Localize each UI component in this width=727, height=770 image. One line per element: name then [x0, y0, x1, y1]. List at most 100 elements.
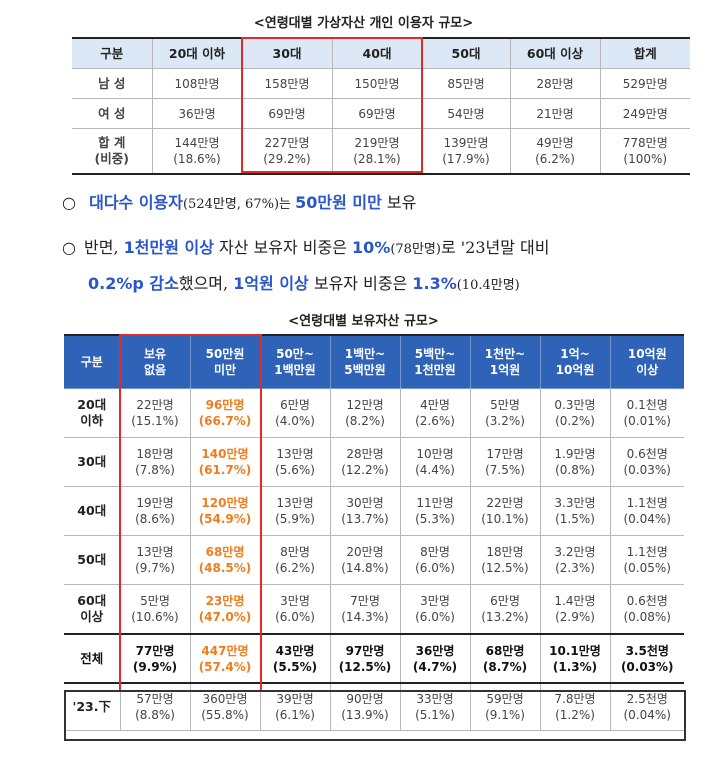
table-cell: 57만명 (8.8%)	[119, 682, 191, 731]
table-cell: 11만명 (5.3%)	[399, 486, 471, 536]
table2-header-cell: 50만~ 1백만원	[259, 334, 331, 389]
table-cell: 227만명 (29.2%)	[241, 128, 333, 175]
table2-title: <연령대별 보유자산 규모>	[288, 314, 439, 329]
table-row-total: 전체 77만명 (9.9%) 447만명 (57.4%) 43만명 (5.5%) 97만명 (1…	[64, 633, 684, 684]
table-cell: 17만명 (7.5%)	[469, 437, 541, 487]
table1-title: <연령대별 가상자산 개인 이용자 규모>	[253, 16, 474, 31]
table-cell: 69만명	[331, 98, 423, 129]
table-cell: 3만명 (6.0%)	[399, 584, 471, 635]
table2-header-cell: 1억~ 10억원	[539, 334, 611, 389]
table-cell: 140만명 (61.7%)	[189, 437, 261, 487]
table-cell: 8만명 (6.2%)	[259, 535, 331, 585]
row-label: 60대 이상	[64, 584, 121, 635]
table2-header-cell: 50만원 미만	[189, 334, 261, 389]
table-cell: 22만명 (10.1%)	[469, 486, 541, 536]
table-cell: 69만명	[241, 98, 333, 129]
table-row: 30대 18만명 (7.8%) 140만명 (61.7%) 13만명 (5.6%) 28만명(…	[64, 437, 684, 487]
table-cell: 36만명 (4.7%)	[399, 633, 471, 684]
row-label-male: 남 성	[72, 68, 153, 99]
table-cell: 97만명 (12.5%)	[329, 633, 401, 684]
table-cell: 10만명 (4.4%)	[399, 437, 471, 487]
header-total: 합계	[599, 37, 690, 69]
row-label-female: 여 성	[72, 98, 153, 129]
table-cell: 68만명 (48.5%)	[189, 535, 261, 585]
header-category: 구분	[72, 37, 153, 69]
table-cell: 43만명 (5.5%)	[259, 633, 331, 684]
table-cell: 0.1천명 (0.01%)	[609, 388, 684, 438]
table-row-prev-period: '23.下 57만명 (8.8%) 360만명 (55.8%) 39만명 (6.1%) 90만…	[64, 682, 684, 731]
table-row: 50대 13만명 (9.7%) 68만명 (48.5%) 8만명 (6.2%) 20만명 (14…	[64, 535, 684, 585]
table-cell: 33만명 (5.1%)	[399, 682, 471, 731]
table-cell: 219만명 (28.1%)	[331, 128, 423, 175]
row-label: 50대	[64, 535, 121, 585]
table-cell: 10.1만명 (1.3%)	[539, 633, 611, 684]
table-row: 남 성 108만명 158만명 150만명 85만명 28만명 529만명	[72, 68, 690, 99]
table2-header-cell: 1천만~ 1억원	[469, 334, 541, 389]
table-cell: 7.8만명 (1.2%)	[539, 682, 611, 731]
table-cell: 21만명	[509, 98, 601, 129]
header-20s: 20대 이하	[151, 37, 243, 69]
table-cell: 139만명 (17.9%)	[421, 128, 511, 175]
table-cell: 28만명	[509, 68, 601, 99]
header-30s: 30대	[241, 37, 333, 69]
table-cell: 150만명	[331, 68, 423, 99]
table-cell: 39만명 (6.1%)	[259, 682, 331, 731]
table-cell: 7만명 (14.3%)	[329, 584, 401, 635]
table-cell: 20만명 (14.8%)	[329, 535, 401, 585]
table-row: 40대 19만명 (8.6%) 120만명 (54.9%) 13만명 (5.9%) 30만명(…	[64, 486, 684, 536]
table-cell: 778만명 (100%)	[599, 128, 690, 175]
table-cell: 49만명 (6.2%)	[509, 128, 601, 175]
table-cell: 13만명 (9.7%)	[119, 535, 191, 585]
table-cell: 12만명 (8.2%)	[329, 388, 401, 438]
table-cell: 0.6천명 (0.08%)	[609, 584, 684, 635]
header-60s: 60대 이상	[509, 37, 601, 69]
header-50s: 50대	[421, 37, 511, 69]
table-cell: 0.6천명 (0.03%)	[609, 437, 684, 487]
row-label-total: 합 계 (비중)	[72, 128, 153, 175]
table-cell: 1.1천명 (0.04%)	[609, 486, 684, 536]
table-cell: 77만명 (9.9%)	[119, 633, 191, 684]
table-cell: 3만명 (6.0%)	[259, 584, 331, 635]
table-cell: 120만명 (54.9%)	[189, 486, 261, 536]
table-cell: 18만명 (7.8%)	[119, 437, 191, 487]
table-cell: 96만명 (66.7%)	[189, 388, 261, 438]
assets-by-age-table: 구분 보유 없음 50만원 미만 50만~ 1백만원 1백만~ 5백만원 5백만~ 1천만원 1천만~…	[64, 334, 684, 731]
table-cell: 447만명 (57.4%)	[189, 633, 261, 684]
table-cell: 85만명	[421, 68, 511, 99]
table2-header-cell: 1백만~ 5백만원	[329, 334, 401, 389]
table-cell: 13만명 (5.9%)	[259, 486, 331, 536]
table-cell: 68만명 (8.7%)	[469, 633, 541, 684]
table2-header-row: 구분 보유 없음 50만원 미만 50만~ 1백만원 1백만~ 5백만원 5백만~ 1천만원 1천만~…	[64, 334, 684, 389]
table-cell: 23만명 (47.0%)	[189, 584, 261, 635]
table-cell: 5만명 (10.6%)	[119, 584, 191, 635]
row-label: 40대	[64, 486, 121, 536]
table-cell: 59만명 (9.1%)	[469, 682, 541, 731]
table-cell: 19만명 (8.6%)	[119, 486, 191, 536]
table-cell: 249만명	[599, 98, 690, 129]
table-cell: 144만명 (18.6%)	[151, 128, 243, 175]
table-cell: 1.1천명 (0.05%)	[609, 535, 684, 585]
table-cell: 4만명 (2.6%)	[399, 388, 471, 438]
table-cell: 36만명	[151, 98, 243, 129]
table-row: 60대 이상 5만명 (10.6%) 23만명 (47.0%) 3만명 (6.0%) 7만명 (1…	[64, 584, 684, 635]
table2-header-cell: 구분	[64, 334, 121, 389]
table-cell: 90만명 (13.9%)	[329, 682, 401, 731]
table-cell: 3.5천명 (0.03%)	[609, 633, 684, 684]
table-cell: 6만명 (4.0%)	[259, 388, 331, 438]
table-cell: 2.5천명 (0.04%)	[609, 682, 684, 731]
header-40s: 40대	[331, 37, 423, 69]
bullet-high-asset-holders: ○ 반면, 1천만원 이상 자산 보유자 비중은 10%(78만명)로 '23년말…	[62, 238, 550, 293]
row-label: 20대 이하	[64, 388, 121, 438]
row-label: '23.下	[64, 682, 121, 731]
table-cell: 529만명	[599, 68, 690, 99]
table-cell: 18만명 (12.5%)	[469, 535, 541, 585]
table-cell: 1.9만명 (0.8%)	[539, 437, 611, 487]
table-cell: 30만명 (13.7%)	[329, 486, 401, 536]
table-cell: 8만명 (6.0%)	[399, 535, 471, 585]
table-cell: 0.3만명 (0.2%)	[539, 388, 611, 438]
users-by-age-table: 구분 20대 이하 30대 40대 50대 60대 이상 합계 남 성 108만…	[72, 37, 690, 175]
table2-header-cell: 보유 없음	[119, 334, 191, 389]
table-cell: 28만명 (12.2%)	[329, 437, 401, 487]
table2-header-cell: 5백만~ 1천만원	[399, 334, 471, 389]
table-row-total: 합 계 (비중) 144만명 (18.6%) 227만명 (29.2%) 219만명(…	[72, 128, 690, 175]
